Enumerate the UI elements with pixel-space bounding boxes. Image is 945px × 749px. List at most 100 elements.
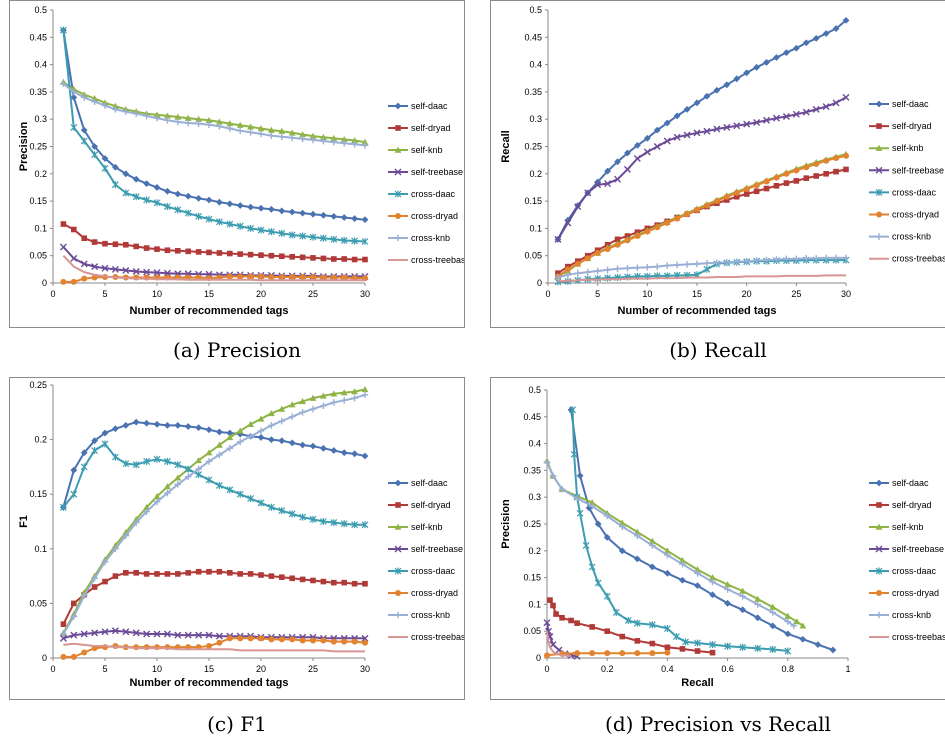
self-daac-marker: [101, 429, 109, 437]
legend-item-cross-knb: cross-knb: [388, 233, 450, 243]
self-dryad-marker: [753, 188, 760, 195]
legend-label: self-dryad: [411, 500, 451, 510]
x-axis-label: Recall: [681, 677, 713, 689]
self-daac-marker: [309, 442, 317, 450]
legend-label: cross-dryad: [892, 588, 939, 598]
cross-daac-marker: [769, 645, 777, 653]
self-dryad-marker: [143, 245, 150, 251]
legend-self-daac-marker: [875, 100, 883, 108]
cross-dryad-marker: [289, 273, 296, 280]
x-axis-label: Number of recommended tags: [618, 305, 777, 317]
legend-label: self-daac: [892, 478, 929, 488]
legend-item-cross-dryad: cross-dryad: [869, 210, 939, 220]
cross-knb-marker: [91, 574, 98, 582]
cross-daac-marker: [257, 499, 265, 507]
self-dryad-marker: [268, 573, 275, 579]
y-tick-label: 0.25: [29, 380, 47, 390]
self-dryad-marker: [247, 251, 254, 258]
x-tick-label: 10: [152, 664, 162, 674]
x-tick-label: 25: [308, 664, 318, 674]
legend-item-self-dryad: self-dryad: [869, 500, 932, 510]
series-line-self-dryad: [62, 223, 365, 261]
legend-item-cross-dryad: cross-dryad: [388, 211, 458, 221]
legend-self-treebase-marker: [394, 545, 402, 553]
cross-daac-marker: [288, 510, 296, 518]
y-tick-label: 0.15: [524, 196, 542, 206]
cross-dryad-marker: [320, 637, 327, 644]
self-daac-marker: [653, 126, 661, 134]
x-tick-label: 15: [204, 664, 214, 674]
y-tick-label: 0.4: [528, 439, 541, 449]
cross-dryad-marker: [81, 649, 88, 656]
cross-dryad-marker: [823, 157, 830, 164]
cross-daac-marker: [340, 520, 348, 528]
self-daac-marker: [769, 622, 777, 630]
self-daac-marker: [257, 204, 265, 212]
y-tick-label: 0.05: [29, 251, 47, 261]
cross-knb-marker: [153, 498, 161, 506]
series-self-treebase: [59, 243, 369, 280]
self-knb-marker: [784, 612, 792, 619]
cross-dryad-marker: [594, 249, 601, 256]
cross-dryad-marker: [226, 635, 233, 642]
series-self-dryad: [547, 597, 716, 656]
self-treebase-marker: [543, 619, 551, 627]
legend-item-self-knb: self-knb: [869, 143, 924, 153]
cross-knb-marker: [709, 578, 716, 586]
self-dryad-marker: [81, 235, 87, 242]
self-dryad-marker: [604, 628, 610, 634]
legend-item-self-knb: self-knb: [388, 145, 443, 155]
cross-daac-marker: [80, 463, 88, 471]
self-treebase-marker: [132, 629, 140, 637]
cross-knb-marker: [340, 139, 348, 147]
self-dryad-marker: [195, 249, 202, 255]
cross-knb-marker: [288, 413, 296, 420]
legend-self-dryad-marker: [876, 502, 882, 508]
x-tick-label: 20: [742, 289, 752, 299]
self-knb-marker: [164, 112, 171, 119]
cross-daac-marker: [319, 518, 327, 525]
cross-daac-marker: [184, 209, 192, 217]
self-dryad-marker: [331, 256, 337, 262]
self-dryad-marker: [133, 570, 139, 576]
cross-dryad-marker: [723, 193, 730, 200]
cross-dryad-marker: [833, 154, 840, 161]
legend-self-knb-marker: [875, 523, 883, 530]
cross-dryad-marker: [843, 152, 849, 159]
x-tick-label: 10: [642, 289, 652, 299]
cross-daac-marker: [694, 639, 701, 647]
self-daac-marker: [236, 430, 244, 438]
self-daac-marker: [753, 63, 760, 71]
self-dryad-marker: [247, 571, 254, 577]
self-knb-marker: [309, 394, 317, 401]
self-daac-marker: [299, 209, 306, 217]
self-treebase-marker: [772, 114, 780, 122]
self-daac-marker: [603, 534, 611, 541]
self-knb-marker: [309, 132, 317, 139]
cross-daac-marker: [612, 608, 620, 616]
self-daac-marker: [101, 155, 109, 162]
cross-dryad-marker: [654, 224, 661, 231]
cross-knb-marker: [268, 422, 275, 429]
self-daac-marker: [205, 196, 213, 204]
cross-knb-marker: [340, 396, 348, 404]
self-daac-marker: [594, 520, 602, 528]
cross-knb-marker: [91, 98, 98, 106]
legend-cross-knb-marker: [875, 611, 883, 619]
series-cross-dryad: [60, 635, 368, 660]
cross-knb-marker: [195, 120, 202, 127]
self-treebase-marker: [713, 125, 721, 133]
self-treebase-marker: [643, 148, 651, 156]
self-dryad-marker: [331, 579, 337, 586]
legend-cross-daac-marker: [875, 567, 883, 575]
self-knb-marker: [112, 102, 119, 109]
self-daac-marker: [236, 202, 244, 209]
cross-knb-marker: [644, 263, 651, 271]
self-knb-marker: [664, 547, 671, 554]
x-tick-label: 0.2: [601, 664, 614, 674]
self-knb-marker: [618, 519, 626, 526]
legend-item-self-treebase: self-treebase: [388, 167, 463, 177]
self-daac-marker: [829, 646, 837, 654]
cross-knb-marker: [773, 256, 780, 263]
cross-knb-marker: [618, 523, 626, 530]
